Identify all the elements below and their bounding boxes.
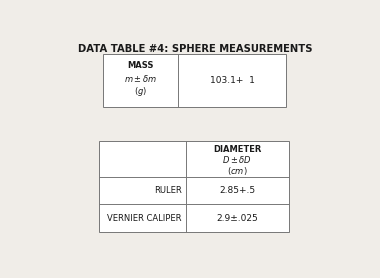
Bar: [100, 141, 288, 232]
Bar: [103, 54, 286, 106]
Text: $D \pm \delta D$: $D \pm \delta D$: [222, 154, 252, 165]
Text: 2.9±.025: 2.9±.025: [217, 214, 258, 223]
Text: $m \pm \delta m$: $m \pm \delta m$: [124, 73, 157, 84]
Text: 2.85+.5: 2.85+.5: [219, 186, 255, 195]
Text: DIAMETER: DIAMETER: [213, 145, 261, 154]
Text: VERNIER CALIPER: VERNIER CALIPER: [107, 214, 182, 223]
Text: RULER: RULER: [154, 186, 182, 195]
Text: MASS: MASS: [127, 61, 154, 70]
Text: 103.1+  1: 103.1+ 1: [209, 76, 254, 85]
Text: $( g )$: $( g )$: [134, 85, 147, 98]
Text: DATA TABLE #4: SPHERE MEASUREMENTS: DATA TABLE #4: SPHERE MEASUREMENTS: [78, 44, 312, 54]
Text: $( cm )$: $( cm )$: [227, 165, 248, 177]
